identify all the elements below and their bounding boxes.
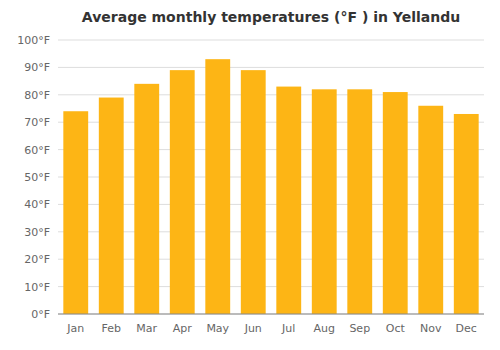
x-tick-label: Feb bbox=[102, 322, 121, 335]
x-tick-label: Jan bbox=[66, 322, 84, 335]
y-tick-label: 80°F bbox=[24, 89, 50, 102]
bar bbox=[418, 106, 443, 314]
bar bbox=[454, 114, 479, 314]
x-tick-label: Apr bbox=[173, 322, 193, 335]
grid-line bbox=[58, 94, 484, 95]
bar bbox=[63, 111, 88, 314]
title: Average monthly temperatures (°F ) in Ye… bbox=[82, 9, 460, 25]
x-tick-label: Aug bbox=[314, 322, 335, 335]
y-tick-label: 100°F bbox=[17, 34, 50, 47]
y-tick-label: 40°F bbox=[24, 198, 50, 211]
x-tick-label: May bbox=[206, 322, 229, 335]
grid-line bbox=[58, 67, 484, 68]
x-tick-label: Oct bbox=[386, 322, 406, 335]
chart-container: Average monthly temperatures (°F ) in Ye… bbox=[0, 0, 500, 350]
y-tick-label: 60°F bbox=[24, 144, 50, 157]
chart: Average monthly temperatures (°F ) in Ye… bbox=[0, 0, 500, 350]
bar bbox=[205, 59, 230, 314]
y-tick-label: 30°F bbox=[24, 226, 50, 239]
x-tick-label: Jun bbox=[244, 322, 262, 335]
y-tick-label: 20°F bbox=[24, 253, 50, 266]
x-tick-label: Nov bbox=[420, 322, 442, 335]
grid-line bbox=[58, 40, 484, 41]
bar bbox=[383, 92, 408, 314]
bar bbox=[134, 84, 159, 314]
y-tick-label: 70°F bbox=[24, 116, 50, 129]
y-axis: 0°F 10°F 20°F 30°F 40°F 50°F 60°F 70°F 80°F 90°F 1… bbox=[17, 34, 484, 321]
bar bbox=[241, 70, 266, 314]
x-tick-label: Jul bbox=[281, 322, 295, 335]
bar bbox=[347, 89, 372, 314]
x-axis: Jan Feb Mar Apr May Jun Jul Aug Sep Oct Nov Dec bbox=[58, 314, 484, 335]
x-tick-label: Dec bbox=[456, 322, 477, 335]
y-tick-label: 90°F bbox=[24, 61, 50, 74]
bar bbox=[170, 70, 195, 314]
y-tick-label: 10°F bbox=[24, 281, 50, 294]
bar bbox=[312, 89, 337, 314]
bars bbox=[63, 59, 478, 314]
grid-line bbox=[58, 314, 484, 315]
x-axis-line bbox=[58, 314, 484, 315]
x-tick-label: Sep bbox=[349, 322, 370, 335]
y-tick-label: 50°F bbox=[24, 171, 50, 184]
bar bbox=[276, 87, 301, 314]
x-tick-label: Mar bbox=[136, 322, 157, 335]
bar bbox=[99, 98, 124, 314]
y-tick-label: 0°F bbox=[31, 308, 50, 321]
